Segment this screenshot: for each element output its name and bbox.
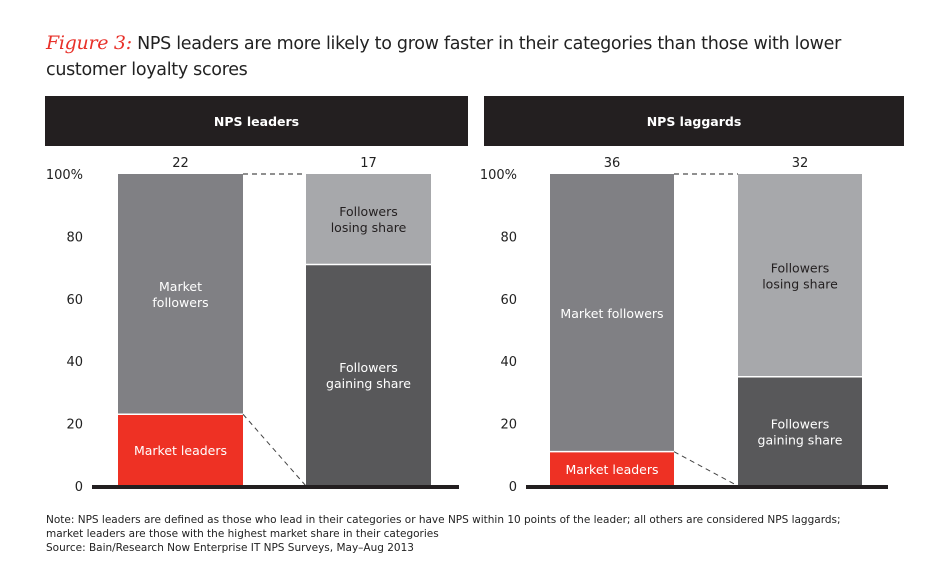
y-tick-label: 0 bbox=[75, 480, 83, 495]
segment-label: Followers bbox=[339, 360, 398, 375]
bar-segment bbox=[550, 174, 674, 452]
y-tick-label: 40 bbox=[500, 355, 517, 370]
y-tick-label: 60 bbox=[500, 293, 517, 308]
segment-label: Market leaders bbox=[134, 443, 227, 458]
y-tick-label: 20 bbox=[66, 418, 83, 433]
segment-label: gaining share bbox=[758, 432, 843, 447]
source-line: Source: Bain/Research Now Enterprise IT … bbox=[46, 542, 414, 554]
y-tick-label: 60 bbox=[66, 293, 83, 308]
figure-label: Figure 3: bbox=[46, 32, 132, 54]
bar-segment bbox=[306, 174, 431, 265]
segment-label: losing share bbox=[331, 220, 407, 235]
y-tick-label: 80 bbox=[500, 230, 517, 245]
y-tick-label: 80 bbox=[66, 230, 83, 245]
figure-title: Figure 3: NPS leaders are more likely to… bbox=[46, 30, 926, 83]
bar-total-label: 32 bbox=[792, 156, 809, 171]
y-tick-label: 100% bbox=[480, 168, 517, 183]
bar-segment bbox=[550, 451, 674, 486]
footnote: Note: NPS leaders are defined as those w… bbox=[46, 513, 841, 555]
y-tick-label: 100% bbox=[46, 168, 83, 183]
y-tick-label: 40 bbox=[66, 355, 83, 370]
y-tick-label: 20 bbox=[500, 418, 517, 433]
bar-segment bbox=[118, 174, 243, 415]
bar-segment bbox=[118, 414, 243, 486]
panel-header-laggards: NPS laggards bbox=[484, 96, 904, 146]
segment-label: losing share bbox=[762, 276, 838, 291]
connector-leaders bbox=[242, 413, 307, 487]
segment-label: Followers bbox=[771, 260, 830, 275]
bar-segment bbox=[738, 174, 862, 377]
bar-segment bbox=[306, 264, 431, 486]
connector-leaders bbox=[673, 451, 739, 487]
segment-label: Market bbox=[159, 279, 202, 294]
segment-label: Market leaders bbox=[565, 462, 658, 477]
bar-segment bbox=[738, 376, 862, 486]
segment-label: gaining share bbox=[326, 376, 411, 391]
panel-header-leaders: NPS leaders bbox=[45, 96, 468, 146]
note-line-1: Note: NPS leaders are defined as those w… bbox=[46, 514, 841, 526]
figure-title-text: NPS leaders are more likely to grow fast… bbox=[46, 34, 841, 80]
segment-label: Followers bbox=[771, 416, 830, 431]
segment-label: Market followers bbox=[560, 306, 663, 321]
bar-total-label: 36 bbox=[604, 156, 621, 171]
bar-total-label: 17 bbox=[360, 156, 377, 171]
bar-total-label: 22 bbox=[172, 156, 189, 171]
note-line-2: market leaders are those with the highes… bbox=[46, 528, 439, 540]
y-tick-label: 0 bbox=[509, 480, 517, 495]
segment-label: Followers bbox=[339, 204, 398, 219]
segment-label: followers bbox=[152, 295, 208, 310]
